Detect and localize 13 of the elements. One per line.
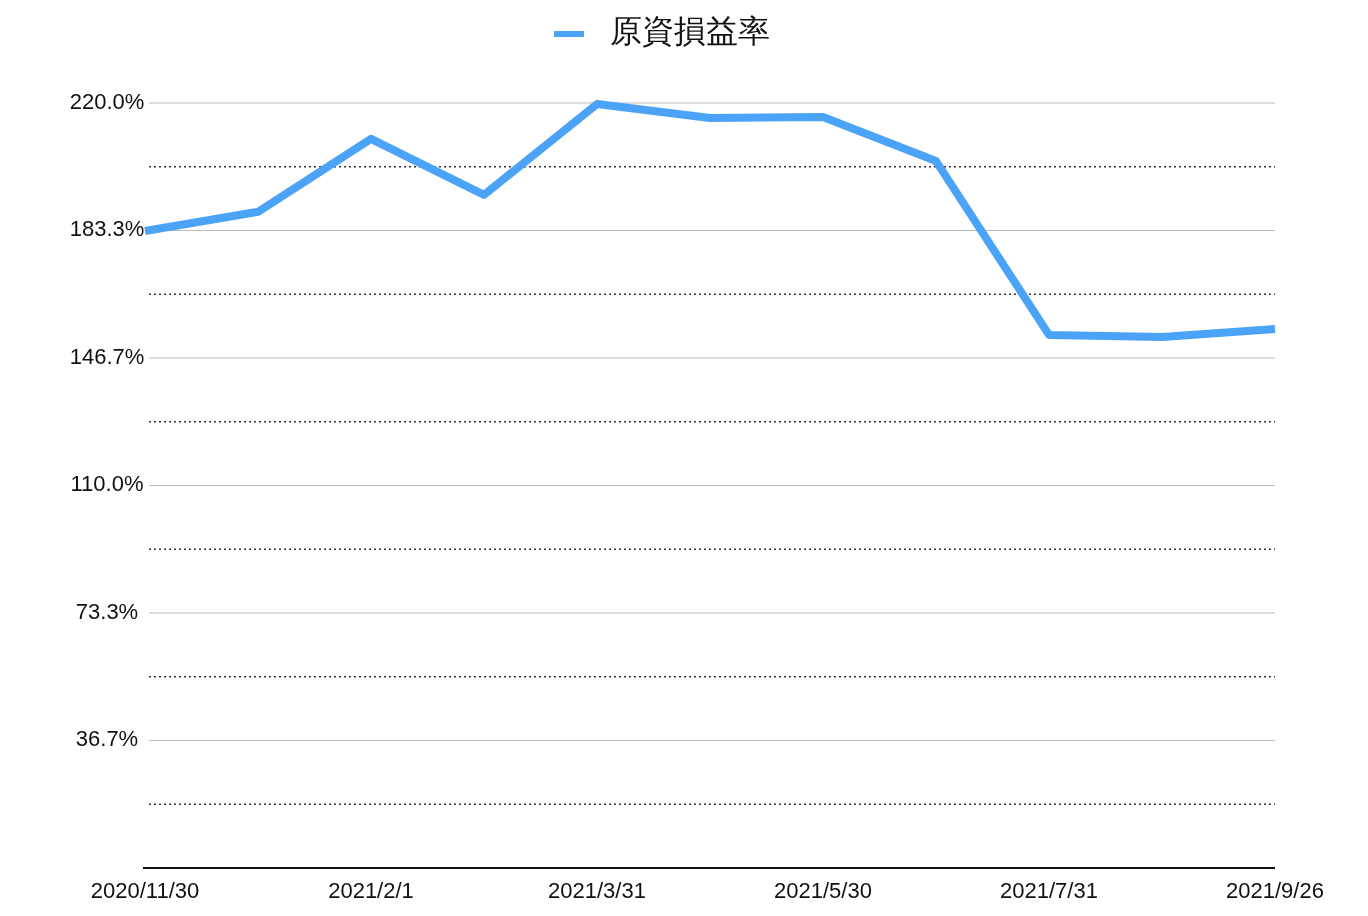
- x-tick-label: 2021/9/26: [1226, 878, 1324, 903]
- x-tick-label: 2021/2/1: [328, 878, 414, 903]
- x-tick-label: 2021/3/31: [548, 878, 646, 903]
- x-tick-label: 2021/5/30: [774, 878, 872, 903]
- legend-label: 原資損益率: [610, 13, 770, 50]
- x-tick-label: 2020/11/30: [90, 878, 200, 903]
- y-tick-label: 220.0%: [69, 88, 145, 114]
- y-tick-label: 110.0%: [70, 471, 144, 497]
- y-tick-label: 36.7%: [75, 726, 139, 752]
- x-tick-label: 2021/7/31: [1000, 878, 1098, 903]
- y-tick-label: 73.3%: [75, 598, 139, 624]
- y-tick-label: 183.3%: [69, 216, 145, 242]
- y-tick-label: 146.7%: [69, 343, 145, 369]
